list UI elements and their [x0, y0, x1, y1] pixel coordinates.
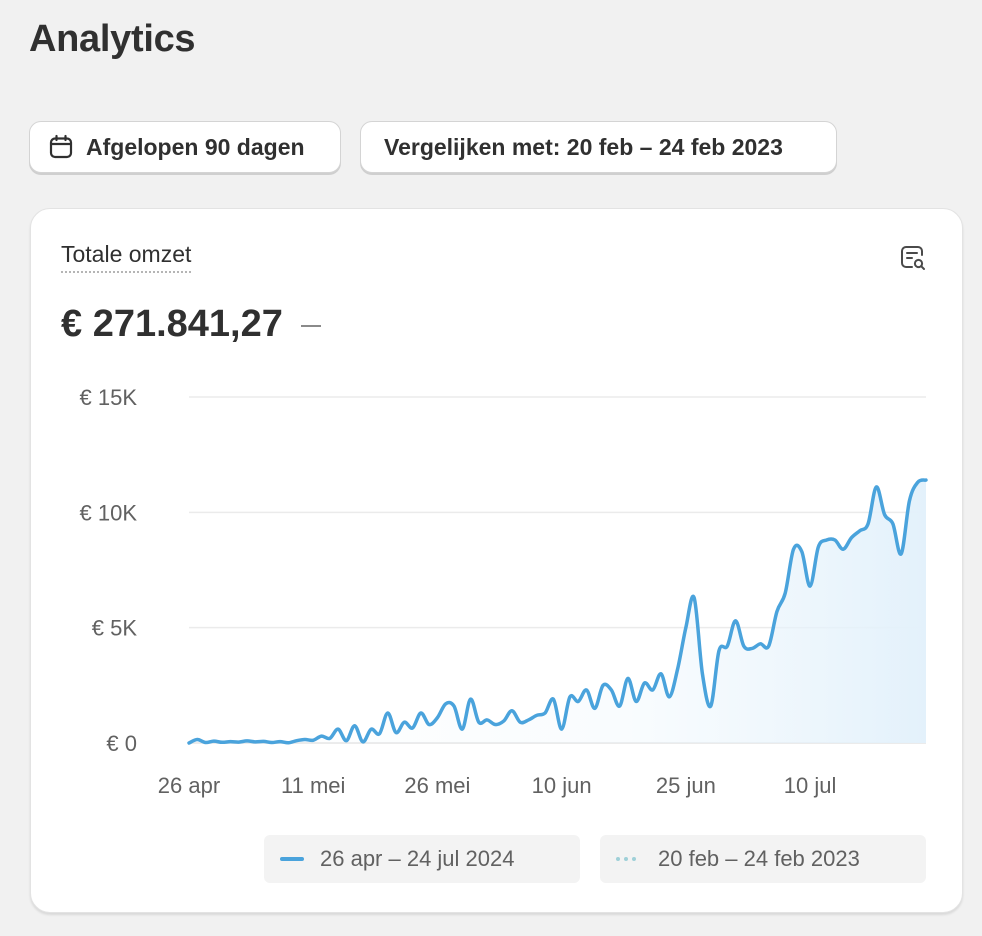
legend-swatch-solid: [280, 857, 304, 861]
legend-label-compare: 20 feb – 24 feb 2023: [658, 846, 860, 871]
legend-swatch-dotted: [616, 857, 642, 861]
legend-item-current[interactable]: 26 apr – 24 jul 2024: [264, 835, 580, 883]
date-range-label: Afgelopen 90 dagen: [86, 133, 305, 160]
date-range-button[interactable]: Afgelopen 90 dagen: [29, 121, 341, 173]
calendar-icon: [48, 134, 74, 160]
explore-chart-icon[interactable]: [898, 243, 928, 273]
page-title: Analytics: [29, 18, 196, 60]
y-tick-label: € 15K: [80, 385, 138, 410]
x-tick-label: 11 mei: [281, 773, 345, 798]
compare-label: Vergelijken met: 20 feb – 24 feb 2023: [384, 133, 783, 160]
x-tick-label: 10 jul: [784, 773, 837, 798]
legend-label-current: 26 apr – 24 jul 2024: [320, 846, 515, 871]
metric-value: € 271.841,27: [61, 303, 321, 346]
x-tick-label: 26 apr: [158, 773, 220, 798]
y-tick-label: € 0: [106, 731, 137, 756]
legend-item-compare[interactable]: 20 feb – 24 feb 2023: [600, 835, 926, 883]
x-tick-label: 25 jun: [656, 773, 716, 798]
y-tick-label: € 5K: [92, 616, 138, 641]
metric-value-amount: € 271.841,27: [61, 303, 283, 345]
total-sales-card: Totale omzet € 271.841,27 € 15K € 10K € 5K…: [30, 208, 963, 913]
series-current-line: [187, 478, 928, 745]
series-current-area: [189, 480, 926, 743]
compare-button[interactable]: Vergelijken met: 20 feb – 24 feb 2023: [360, 121, 837, 173]
metric-title[interactable]: Totale omzet: [61, 241, 192, 273]
sales-line-chart: € 15K € 10K € 5K € 0 26 apr 11 mei 26 mei 10 j…: [80, 385, 928, 798]
metric-change-indicator: [300, 324, 321, 327]
y-tick-label: € 10K: [80, 500, 138, 525]
x-tick-label: 10 jun: [532, 773, 592, 798]
x-tick-label: 26 mei: [404, 773, 470, 798]
